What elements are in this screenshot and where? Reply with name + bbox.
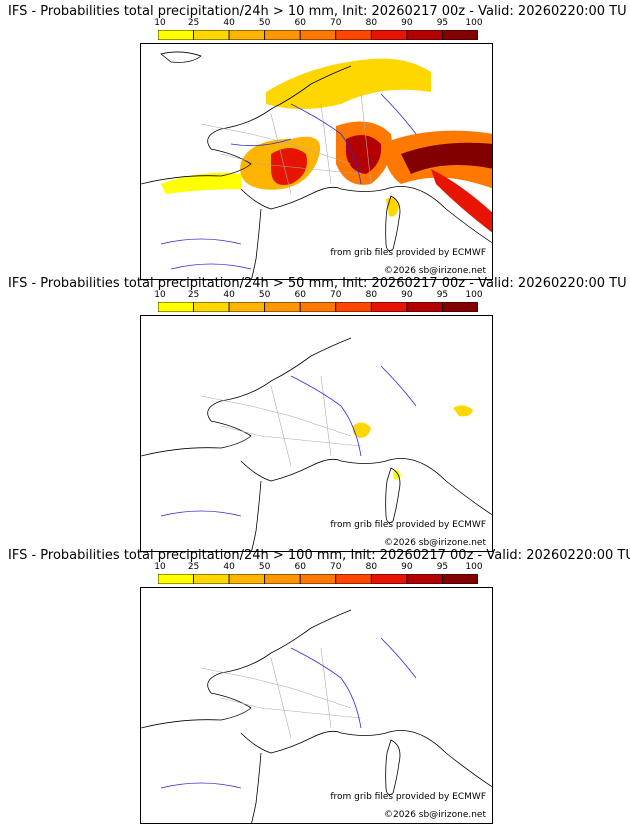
colorbar-segment: [335, 302, 372, 312]
colorbar-tick-label: 90: [401, 562, 413, 572]
precip-shading: [352, 405, 473, 480]
colorbar-segment: [370, 302, 408, 312]
colorbar-tick-label: 70: [330, 562, 342, 572]
colorbar-segment: [228, 302, 266, 312]
borders: [200, 93, 372, 195]
precip-shading: [161, 58, 492, 233]
copyright-credit: ©2026 sb@irizone.net: [384, 266, 486, 276]
colorbar-tick-label: 40: [223, 562, 235, 572]
panel-title: IFS - Probabilities total precipitation/…: [8, 276, 627, 291]
coastlines: [141, 609, 492, 823]
colorbar-segment: [442, 30, 478, 40]
colorbar-segment: [158, 574, 194, 584]
panel-title: IFS - Probabilities total precipitation/…: [8, 548, 630, 563]
colorbar-tick-label: 25: [187, 562, 200, 572]
panel-title: IFS - Probabilities total precipitation/…: [8, 4, 627, 19]
colorbar-tick-label: 100: [465, 290, 483, 300]
colorbar-tick-label: 95: [436, 562, 449, 572]
colorbar-tick-label: 95: [436, 18, 449, 28]
colorbar-tick-label: 50: [258, 562, 271, 572]
source-credit: from grib files provided by ECMWF: [330, 520, 486, 530]
precip-map[interactable]: from grib files provided by ECMWF ©2026 …: [140, 43, 493, 280]
colorbar-tick-label: 90: [401, 290, 413, 300]
colorbar-segment: [370, 574, 408, 584]
colorbar-segment: [264, 574, 301, 584]
colorbar-segment: [406, 574, 443, 584]
colorbar-tick-label: 90: [401, 18, 413, 28]
panel-50mm: IFS - Probabilities total precipitation/…: [0, 276, 630, 552]
colorbar-tick-label: 80: [365, 290, 378, 300]
colorbar-tick-label: 100: [465, 562, 483, 572]
colorbar-ticks: 10 25 40 50 60 70 80 90 95 100: [154, 562, 482, 574]
colorbar-segment: [299, 30, 337, 40]
colorbar-tick-label: 40: [223, 18, 235, 28]
colorbar: [158, 302, 478, 312]
coastlines: [141, 337, 492, 551]
panel-100mm: IFS - Probabilities total precipitation/…: [0, 548, 630, 824]
colorbar-tick-label: 60: [294, 290, 306, 300]
colorbar-segment: [335, 30, 372, 40]
colorbar-segment: [193, 30, 230, 40]
colorbar-tick-label: 25: [187, 290, 200, 300]
colorbar-tick-label: 10: [154, 18, 166, 28]
source-credit: from grib files provided by ECMWF: [330, 792, 486, 802]
colorbar-tick-label: 70: [330, 290, 342, 300]
precip-map[interactable]: from grib files provided by ECMWF ©2026 …: [140, 587, 493, 824]
colorbar-tick-label: 70: [330, 18, 342, 28]
colorbar-tick-label: 50: [258, 18, 271, 28]
colorbar-segment: [193, 302, 230, 312]
colorbar-tick-label: 95: [436, 290, 449, 300]
colorbar-tick-label: 40: [223, 290, 235, 300]
colorbar-segment: [158, 302, 194, 312]
colorbar-tick-label: 100: [465, 18, 483, 28]
colorbar-tick-label: 10: [154, 562, 166, 572]
rivers: [160, 365, 417, 517]
colorbar-ticks: 10 25 40 50 60 70 80 90 95 100: [154, 18, 482, 30]
map-canvas: [141, 337, 492, 551]
rivers: [160, 93, 417, 270]
copyright-credit: ©2026 sb@irizone.net: [384, 810, 486, 820]
colorbar-segment: [370, 30, 408, 40]
source-credit: from grib files provided by ECMWF: [330, 248, 486, 258]
colorbar-tick-label: 80: [365, 562, 378, 572]
colorbar-tick-label: 25: [187, 18, 200, 28]
colorbar-tick-label: 80: [365, 18, 378, 28]
colorbar: [158, 574, 478, 584]
copyright-credit: ©2026 sb@irizone.net: [384, 538, 486, 548]
colorbar-tick-label: 60: [294, 562, 306, 572]
precip-map[interactable]: from grib files provided by ECMWF ©2026 …: [140, 315, 493, 552]
coastlines: [141, 51, 492, 279]
colorbar-segment: [264, 302, 301, 312]
colorbar: [158, 30, 478, 40]
colorbar-tick-label: 60: [294, 18, 306, 28]
colorbar-segment: [406, 30, 443, 40]
colorbar-segment: [299, 574, 337, 584]
colorbar-segment: [228, 574, 266, 584]
map-canvas: [141, 51, 492, 279]
borders: [200, 375, 362, 467]
map-canvas: [141, 609, 492, 823]
colorbar-tick-label: 10: [154, 290, 166, 300]
colorbar-tick-label: 50: [258, 290, 271, 300]
colorbar-segment: [193, 574, 230, 584]
colorbar-segment: [158, 30, 194, 40]
rivers: [160, 637, 417, 789]
colorbar-segment: [264, 30, 301, 40]
panel-10mm: IFS - Probabilities total precipitation/…: [0, 4, 630, 280]
colorbar-segment: [442, 302, 478, 312]
colorbar-segment: [406, 302, 443, 312]
colorbar-segment: [228, 30, 266, 40]
colorbar-segment: [299, 302, 337, 312]
colorbar-segment: [442, 574, 478, 584]
colorbar-segment: [335, 574, 372, 584]
colorbar-ticks: 10 25 40 50 60 70 80 90 95 100: [154, 290, 482, 302]
borders: [200, 647, 362, 739]
